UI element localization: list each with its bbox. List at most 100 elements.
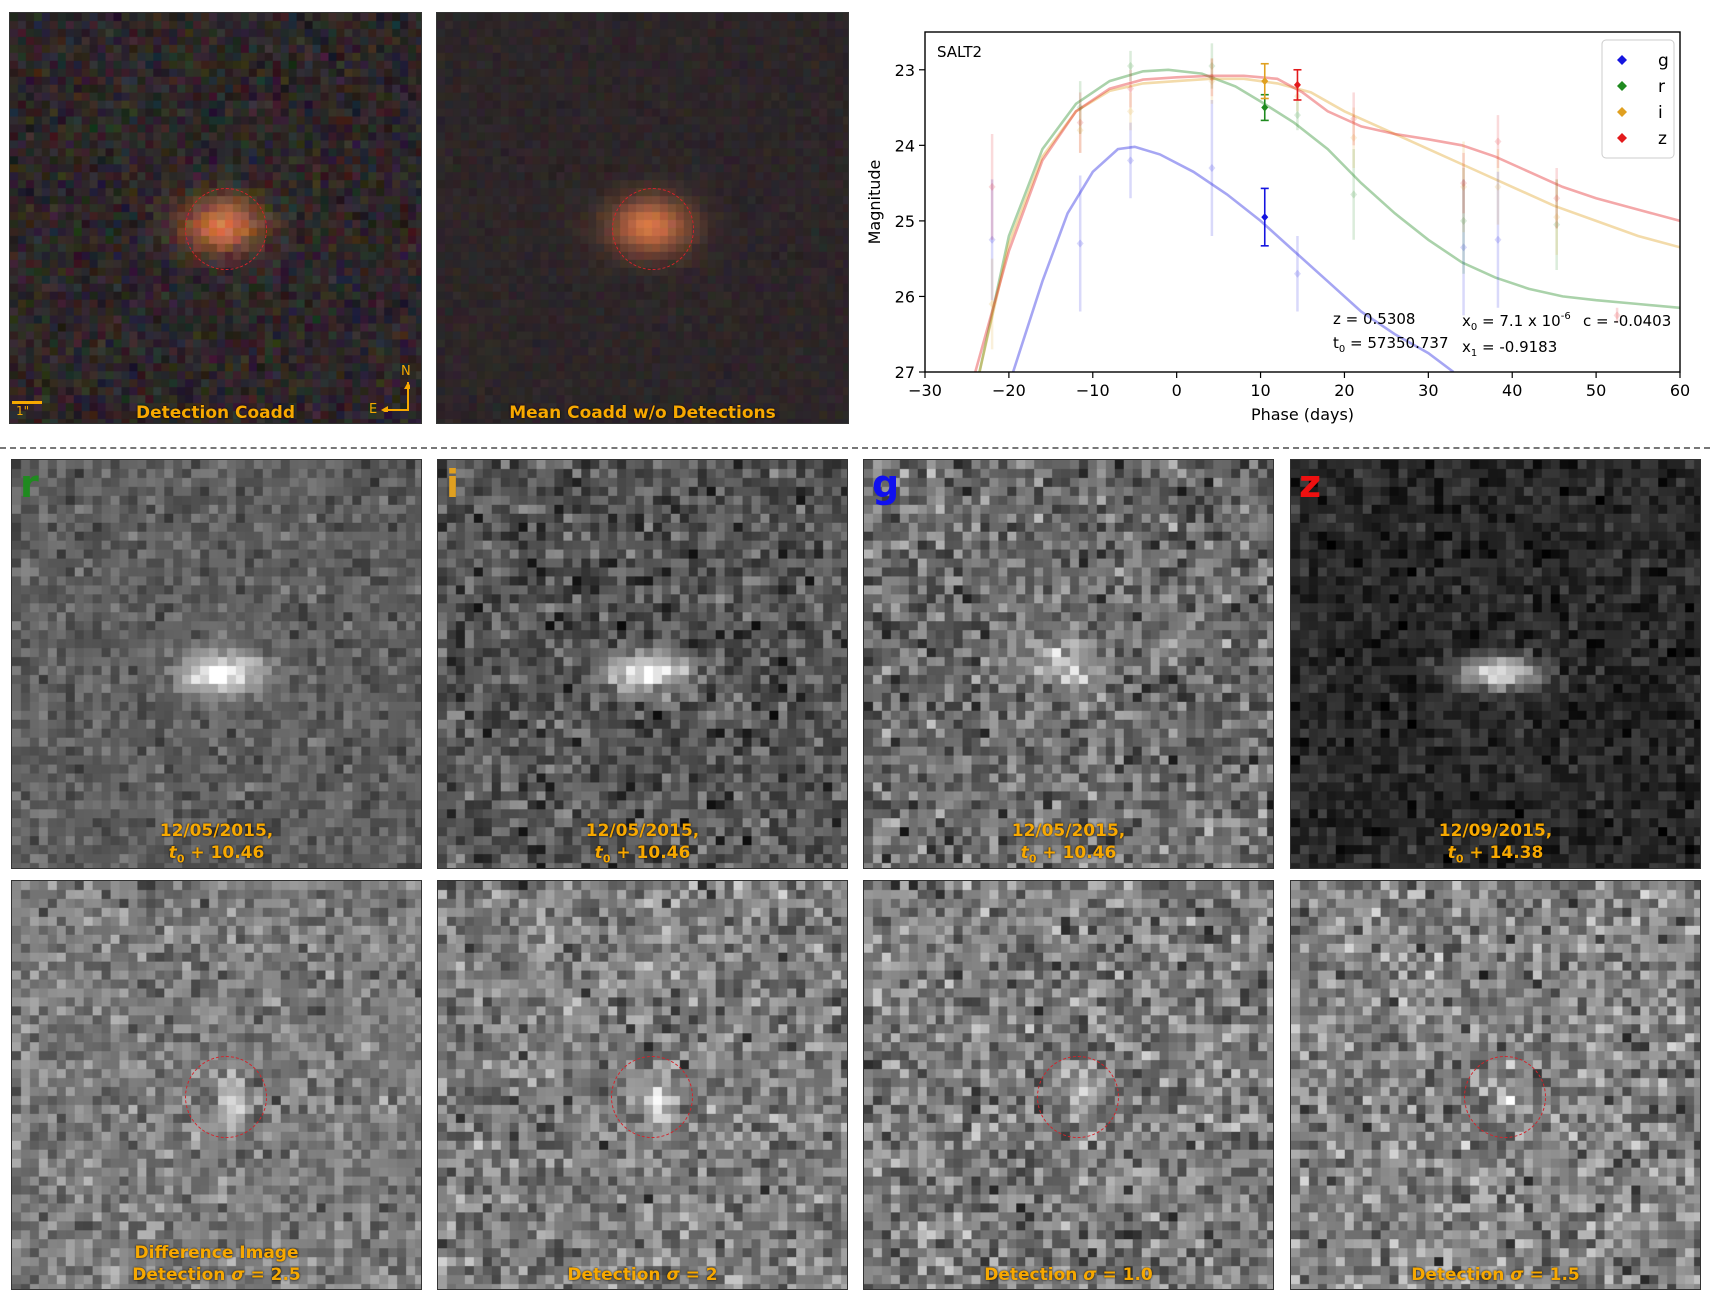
data-point-i [1494,182,1502,191]
band-image [864,460,1273,868]
sigma-symbol: σ [231,1265,245,1285]
band-image-panel-g: g 12/05/2015, t0 + 10.46 [863,459,1274,869]
section-divider [0,447,1710,449]
data-point-g [1127,156,1135,165]
sigma-symbol: σ [1510,1265,1524,1285]
epoch-caption: 12/05/2015, t0 + 10.46 [438,820,847,868]
band-letter: i [446,462,460,506]
data-point-i [1350,133,1358,142]
data-point-r [1076,103,1084,112]
data-point-z [1494,137,1502,146]
y-tick-label: 25 [895,212,915,231]
x-tick-label: 0 [1172,381,1182,400]
data-point-i [988,300,996,308]
x-tick-label: −10 [1076,381,1110,400]
light-curve-chart: −30 −20 −10 0 10 20 30 40 50 60 23 24 25 26 27 Phase (d… [865,31,1690,424]
epoch-phase: + 10.46 [1042,843,1117,863]
band-letter: g [872,462,900,506]
detection-caption: Difference Image Detection σ = 2.5 [12,1242,421,1286]
detection-ring [1464,1056,1546,1138]
band-image [1291,460,1700,868]
data-point-i [1208,77,1216,86]
mean-coadd-panel: Mean Coadd w/o Detections [436,12,849,424]
epoch-phase-line: t0 + 14.38 [1291,842,1700,868]
compass-east-label: E [369,402,378,417]
difference-caption-title: Difference Image [134,1243,299,1263]
fit-x0: x0 = 7.1 x 10-6 [1462,311,1571,333]
legend-marker-r [1617,81,1627,91]
y-tick-label: 27 [895,363,915,382]
epoch-date: 12/05/2015, [159,821,274,841]
x-tick-label: 10 [1250,381,1270,400]
difference-image-panel-r: Difference Image Detection σ = 2.5 [11,880,422,1290]
detection-sigma-value: = 1.0 [1102,1265,1153,1285]
detection-sigma-value: = 2 [685,1265,718,1285]
data-point-r [1293,111,1301,120]
legend-marker-z [1617,133,1627,143]
data-point-z [1460,179,1468,188]
scale-bar [12,401,42,404]
data-point-g [1293,269,1301,278]
scale-bar-label: 1" [16,404,30,418]
epoch-date: 12/05/2015, [585,821,700,841]
model-curve-z [974,74,1680,372]
y-axis-label: Magnitude [865,160,884,245]
epoch-phase-line: t0 + 10.46 [438,842,847,868]
data-point-i [1127,107,1135,116]
band-image [12,460,421,868]
legend-box [1601,39,1675,159]
legend-marker-g [1617,55,1627,65]
difference-image-panel-g: Detection σ = 1.0 [863,880,1274,1290]
data-point-g [1460,243,1468,252]
difference-image-panel-z: Detection σ = 1.5 [1290,880,1701,1290]
fit-x1: x1 = -0.9183 [1462,338,1557,359]
host-galaxy-ring [185,188,267,270]
chart-title: SALT2 [937,43,982,61]
model-curve-r [978,68,1680,372]
detection-coadd-caption: Detection Coadd [136,403,295,423]
epoch-caption: 12/05/2015, t0 + 10.46 [12,820,421,868]
compass-arrows-icon [381,382,410,412]
detection-sigma-line: Detection σ = 2.5 [12,1264,421,1286]
band-image [438,460,847,868]
data-point-i [1460,182,1468,191]
data-point-z [1613,311,1621,320]
t0-subscript: 0 [1455,852,1464,866]
data-point-r [1350,190,1358,199]
epoch-phase: + 10.46 [616,843,691,863]
band-image-panel-z: z 12/09/2015, t0 + 14.38 [1290,459,1701,869]
data-point-g [1261,213,1269,222]
t0-symbol: t [168,843,177,863]
x-tick-label: 40 [1502,381,1522,400]
data-point-r [1208,62,1216,70]
detection-ring [1037,1056,1119,1138]
data-point-z [1350,114,1358,123]
epoch-phase-line: t0 + 10.46 [12,842,421,868]
difference-image-panel-i: Detection σ = 2 [437,880,848,1290]
legend-label-i: i [1658,103,1663,123]
data-point-g [1494,235,1502,244]
data-point-r [1460,216,1468,225]
t0-symbol: t [1020,843,1029,863]
data-point-z [1208,73,1216,82]
detection-ring [611,1056,693,1138]
y-tick-label: 26 [895,287,915,306]
epoch-phase: + 14.38 [1469,843,1544,863]
epoch-date: 12/09/2015, [1438,821,1553,841]
band-letter: z [1299,462,1322,506]
plot-frame [924,31,1681,373]
detection-ring [185,1056,267,1138]
model-curve-i [978,77,1680,372]
t0-subscript: 0 [602,852,611,866]
x-tick-label: 50 [1586,381,1606,400]
data-point-z [1127,84,1135,93]
y-tick-label: 24 [895,136,915,155]
fit-t0: t0 = 57350.737 [1333,334,1449,355]
legend-label-g: g [1658,51,1669,71]
legend-marker-i [1617,107,1627,117]
detection-caption: Detection σ = 1.0 [864,1264,1273,1286]
data-point-z [1293,80,1301,89]
data-point-g [1076,239,1084,248]
detection-prefix: Detection [1411,1265,1505,1285]
t0-subscript: 0 [176,852,185,866]
